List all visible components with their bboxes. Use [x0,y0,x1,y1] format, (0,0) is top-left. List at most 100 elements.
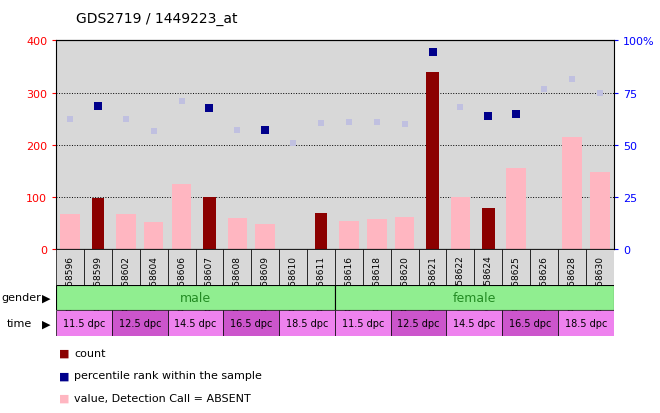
Text: GSM158602: GSM158602 [121,255,130,310]
Bar [502,250,530,285]
Bar [558,41,586,250]
Bar [335,285,614,311]
Text: GSM158596: GSM158596 [65,255,75,310]
Bar [363,41,391,250]
Bar [446,41,475,250]
Text: GSM158620: GSM158620 [400,255,409,310]
Bar [475,250,502,285]
Bar [140,250,168,285]
Bar [530,250,558,285]
Bar [56,250,84,285]
Text: GSM158611: GSM158611 [317,255,325,310]
Bar [84,250,112,285]
Bar [84,41,112,250]
Bar [60,215,80,250]
Bar [339,221,358,250]
Bar [562,138,581,250]
Text: 11.5 dpc: 11.5 dpc [63,318,105,328]
Text: ▶: ▶ [42,318,50,328]
Bar [92,198,104,250]
Text: time: time [7,318,32,328]
Text: 14.5 dpc: 14.5 dpc [174,318,216,328]
Bar [195,250,223,285]
Bar [251,250,279,285]
Bar [418,41,446,250]
Bar [112,311,168,336]
Bar [590,173,610,250]
Bar [203,198,216,250]
Bar [251,41,279,250]
Bar [363,250,391,285]
Bar [335,41,363,250]
Text: GSM158609: GSM158609 [261,255,270,310]
Text: ▶: ▶ [42,293,50,303]
Text: GSM158621: GSM158621 [428,255,437,310]
Bar [255,225,275,250]
Text: count: count [74,348,106,358]
Bar [279,41,307,250]
Bar [502,311,558,336]
Bar [112,41,140,250]
Text: female: female [453,291,496,304]
Text: value, Detection Call = ABSENT: value, Detection Call = ABSENT [74,393,251,403]
Text: percentile rank within the sample: percentile rank within the sample [74,370,262,380]
Bar [168,41,195,250]
Bar [475,41,502,250]
Bar [558,250,586,285]
Text: 18.5 dpc: 18.5 dpc [286,318,328,328]
Bar [307,41,335,250]
Text: GSM158606: GSM158606 [177,255,186,310]
Bar [426,73,439,250]
Text: 12.5 dpc: 12.5 dpc [397,318,440,328]
Bar [391,41,418,250]
Bar [395,218,414,250]
Text: GSM158630: GSM158630 [595,255,605,310]
Bar [56,285,335,311]
Bar [279,311,335,336]
Text: male: male [180,291,211,304]
Bar [506,169,526,250]
Bar [307,250,335,285]
Bar [335,311,391,336]
Bar [228,218,247,250]
Bar [558,311,614,336]
Bar [223,41,251,250]
Bar [56,311,112,336]
Bar [315,214,327,250]
Bar [223,250,251,285]
Bar [586,41,614,250]
Bar [168,311,223,336]
Text: GDS2719 / 1449223_at: GDS2719 / 1449223_at [76,12,238,26]
Bar [418,250,446,285]
Bar [112,250,140,285]
Bar [168,250,195,285]
Text: 11.5 dpc: 11.5 dpc [342,318,384,328]
Text: GSM158625: GSM158625 [512,255,521,310]
Bar [144,222,164,250]
Text: GSM158599: GSM158599 [94,255,102,310]
Text: 16.5 dpc: 16.5 dpc [509,318,551,328]
Bar [335,250,363,285]
Text: GSM158626: GSM158626 [540,255,548,310]
Bar [530,41,558,250]
Bar [116,215,135,250]
Text: GSM158608: GSM158608 [233,255,242,310]
Text: 14.5 dpc: 14.5 dpc [453,318,496,328]
Bar [446,311,502,336]
Text: GSM158607: GSM158607 [205,255,214,310]
Text: GSM158618: GSM158618 [372,255,381,310]
Text: GSM158628: GSM158628 [568,255,576,310]
Bar [140,41,168,250]
Text: GSM158616: GSM158616 [345,255,353,310]
Bar [367,219,387,250]
Bar [391,250,418,285]
Text: 16.5 dpc: 16.5 dpc [230,318,273,328]
Text: ■: ■ [59,370,70,380]
Text: GSM158622: GSM158622 [456,255,465,310]
Text: gender: gender [1,293,41,303]
Text: GSM158624: GSM158624 [484,255,493,310]
Bar [223,311,279,336]
Bar [172,185,191,250]
Bar [56,41,84,250]
Bar [391,311,446,336]
